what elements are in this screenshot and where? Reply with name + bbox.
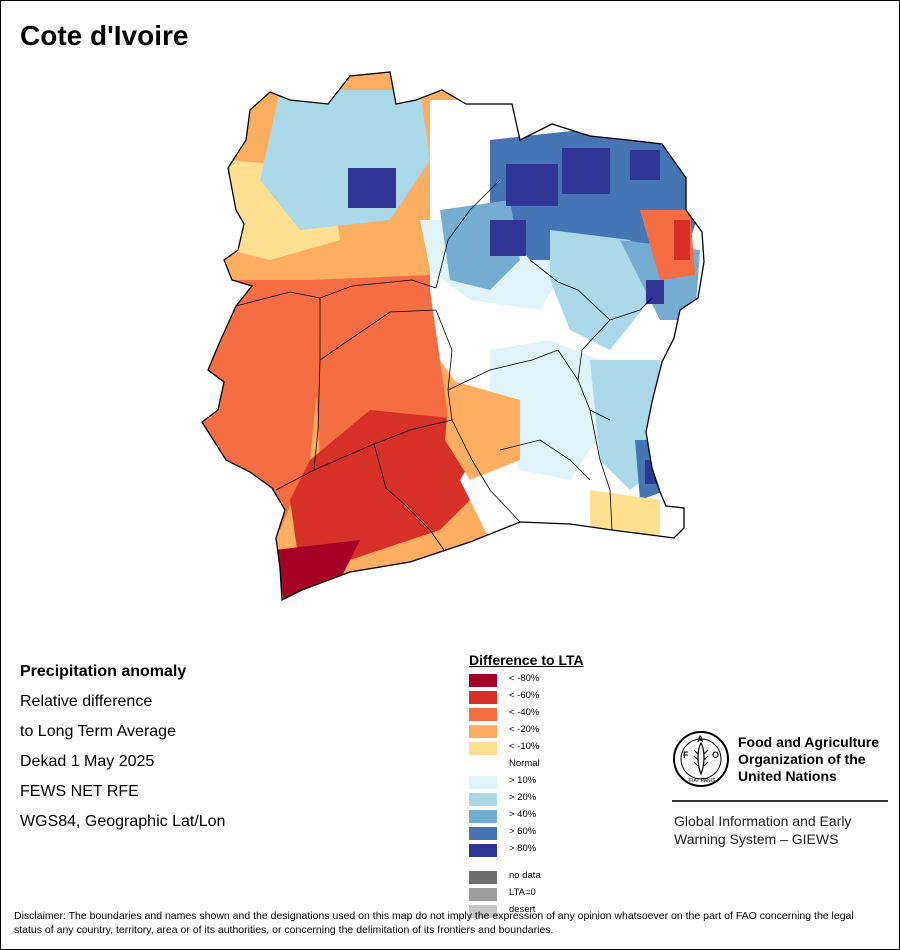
legend-swatch [469, 691, 497, 704]
legend: Difference to LTA < -80% < -60% < -40% <… [469, 652, 639, 920]
info-period: Dekad 1 May 2025 [20, 753, 155, 770]
legend-item: < -10% [469, 740, 639, 757]
fao-organization-name: Food and Agriculture Organization of the… [738, 734, 879, 785]
anomaly-map [201, 71, 705, 601]
fao-name-line2: Organization of the [738, 751, 866, 767]
legend-swatch [469, 905, 497, 918]
giews-name: Global Information and Early Warning Sys… [674, 812, 851, 848]
legend-label: < -60% [509, 690, 540, 701]
legend-item: LTA=0 [469, 886, 639, 903]
legend-item: < -20% [469, 723, 639, 740]
fao-logo-letter-a: A [697, 734, 704, 744]
legend-label: > 80% [509, 843, 537, 854]
legend-swatch [469, 708, 497, 721]
legend-item: > 20% [469, 791, 639, 808]
legend-label: > 20% [509, 792, 537, 803]
legend-swatch [469, 871, 497, 884]
legend-label: < -40% [509, 707, 540, 718]
info-line1: Relative difference [20, 693, 153, 710]
legend-label: desert [509, 904, 536, 915]
legend-label: Normal [509, 758, 540, 769]
legend-label: < -80% [509, 673, 540, 684]
legend-item: > 60% [469, 825, 639, 842]
legend-label: > 40% [509, 809, 537, 820]
legend-item: desert [469, 903, 639, 920]
legend-label: LTA=0 [509, 887, 536, 898]
fao-logo-letter-f: F [683, 750, 689, 760]
legend-item: > 40% [469, 808, 639, 825]
legend-item: < -60% [469, 689, 639, 706]
giews-line2: Warning System – GIEWS [674, 831, 839, 847]
legend-swatch [469, 725, 497, 738]
info-projection: WGS84, Geographic Lat/Lon [20, 813, 226, 830]
legend-swatch [469, 888, 497, 901]
legend-swatch [469, 742, 497, 755]
legend-item: no data [469, 869, 639, 886]
fao-logo-motto: FIAT PANIS [689, 778, 716, 784]
legend-swatch [469, 759, 497, 772]
legend-title: Difference to LTA [469, 652, 584, 668]
legend-swatch [469, 810, 497, 823]
fao-logo-letter-o: O [712, 750, 719, 760]
fao-logo-icon: F A O FIAT PANIS [673, 731, 729, 787]
fao-name-line1: Food and Agriculture [738, 734, 880, 750]
legend-item: < -80% [469, 672, 639, 689]
fao-divider [672, 800, 888, 802]
legend-swatch [469, 827, 497, 840]
map-title: Cote d'Ivoire [20, 20, 189, 51]
info-source: FEWS NET RFE [20, 783, 139, 800]
disclaimer-text: Disclaimer: The boundaries and names sho… [14, 910, 854, 936]
info-heading: Precipitation anomaly [20, 663, 187, 680]
legend-label: < -10% [509, 741, 540, 752]
legend-label: > 10% [509, 775, 537, 786]
legend-item: < -40% [469, 706, 639, 723]
legend-item: Normal [469, 757, 639, 774]
map-info-block: Precipitation anomaly Relative differenc… [20, 657, 225, 837]
legend-swatch [469, 793, 497, 806]
legend-swatch [469, 844, 497, 857]
legend-item: > 10% [469, 774, 639, 791]
legend-label: > 60% [509, 826, 537, 837]
info-line2: to Long Term Average [20, 723, 176, 740]
legend-swatch [469, 776, 497, 789]
legend-swatch [469, 674, 497, 687]
giews-line1: Global Information and Early [674, 813, 852, 829]
legend-item: > 80% [469, 842, 639, 859]
legend-spacer [469, 859, 639, 869]
fao-name-line3: United Nations [738, 768, 837, 784]
legend-label: < -20% [509, 724, 540, 735]
legend-label: no data [509, 870, 541, 881]
